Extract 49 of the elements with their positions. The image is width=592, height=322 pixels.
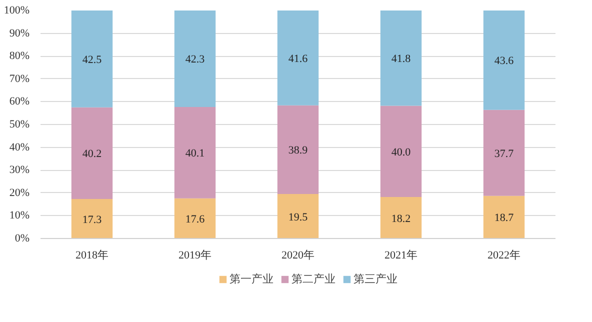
data-label: 37.7 xyxy=(494,148,514,160)
y-tick-label: 80% xyxy=(9,50,30,62)
bar xyxy=(483,10,525,110)
bar xyxy=(174,198,216,238)
data-label: 41.6 xyxy=(288,52,308,65)
data-label: 18.2 xyxy=(391,212,411,225)
y-tick-label: 10% xyxy=(9,210,30,222)
x-tick-label: 2021年 xyxy=(384,250,418,262)
x-tick-label: 2019年 xyxy=(178,250,212,262)
bar xyxy=(380,10,422,106)
bar xyxy=(277,194,319,238)
data-label: 42.3 xyxy=(185,54,206,66)
y-tick-label: 90% xyxy=(9,27,30,40)
bar xyxy=(71,10,113,108)
bar xyxy=(71,199,113,238)
y-tick-label: 30% xyxy=(9,164,30,176)
legend-label: 第三产业 xyxy=(354,272,398,286)
data-label: 18.7 xyxy=(494,212,514,224)
x-tick-label: 2022年 xyxy=(488,250,520,262)
y-tick-label: 50% xyxy=(9,118,30,130)
data-label: 17.3 xyxy=(82,214,102,226)
data-label: 17.6 xyxy=(185,213,206,226)
data-label: 40.0 xyxy=(391,146,412,158)
bar xyxy=(277,10,319,106)
bar xyxy=(380,106,422,198)
bar xyxy=(174,106,216,198)
bar xyxy=(483,196,525,238)
legend-label: 第二产业 xyxy=(292,272,336,286)
bar xyxy=(483,110,525,196)
bar xyxy=(380,197,422,238)
legend-label: 第一产业 xyxy=(230,272,274,286)
data-label: 43.6 xyxy=(494,55,514,68)
data-label: 19.5 xyxy=(288,211,308,224)
y-tick-label: 40% xyxy=(9,141,30,154)
data-label: 40.1 xyxy=(185,148,205,160)
bar xyxy=(277,105,319,194)
bar xyxy=(71,107,113,200)
bar xyxy=(174,10,216,107)
x-tick-label: 2020年 xyxy=(282,250,314,262)
y-tick-label: 70% xyxy=(9,72,30,85)
data-label: 41.8 xyxy=(391,53,412,66)
y-tick-label: 100% xyxy=(4,4,30,16)
y-tick-label: 0% xyxy=(14,232,30,244)
y-tick-label: 20% xyxy=(9,186,30,199)
data-label: 42.5 xyxy=(82,54,102,66)
x-tick-label: 2018年 xyxy=(76,250,108,262)
data-label: 40.2 xyxy=(82,148,102,160)
data-label: 38.9 xyxy=(288,144,308,157)
y-tick-label: 60% xyxy=(9,96,30,108)
